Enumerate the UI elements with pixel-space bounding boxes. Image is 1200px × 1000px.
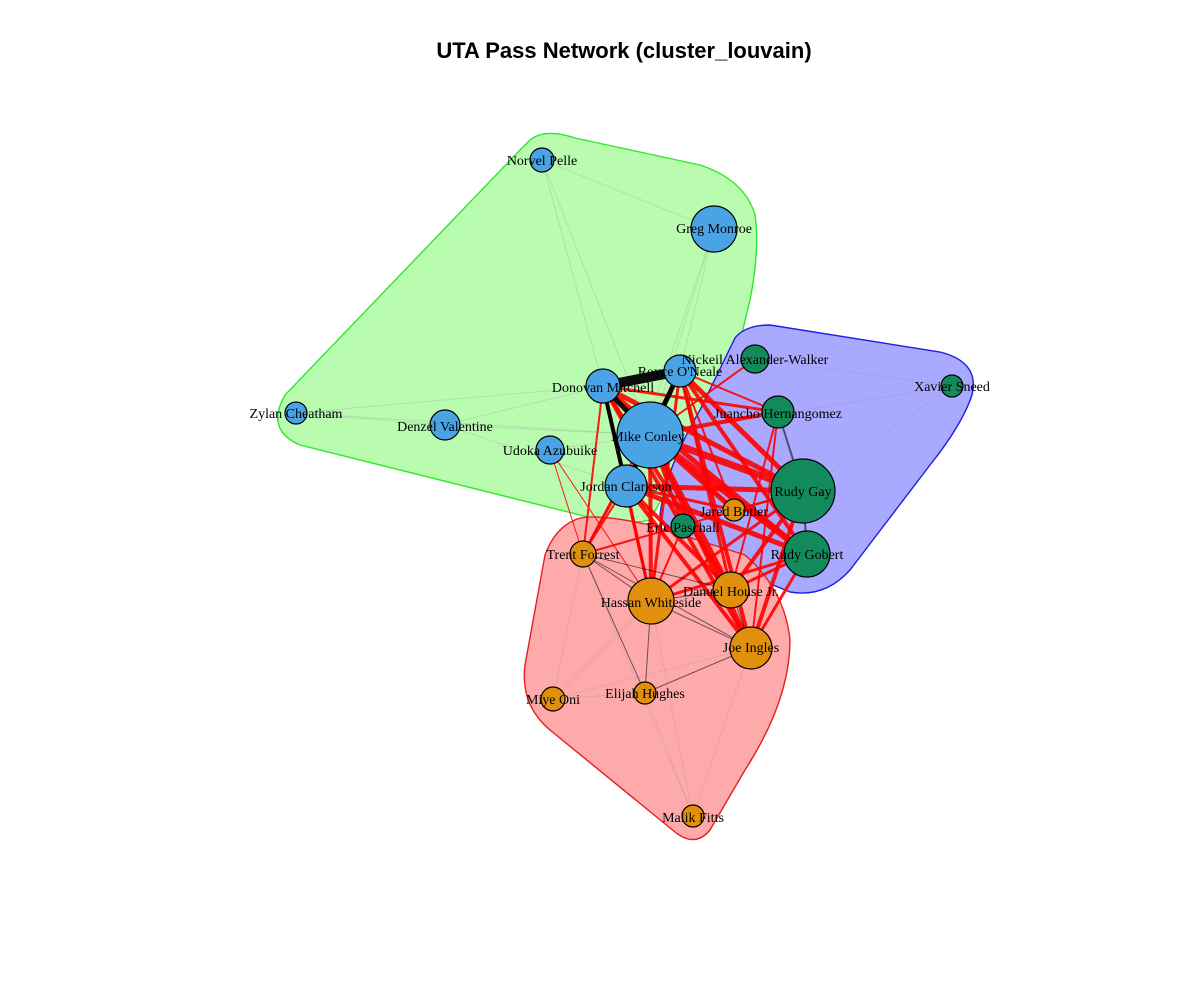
edge-between-clusters bbox=[750, 411, 779, 649]
node-label-greg-monroe: Greg Monroe bbox=[676, 222, 752, 237]
node-juancho-hernangomez[interactable] bbox=[761, 395, 795, 429]
node-label-jared-butler: Jared Butler bbox=[700, 505, 768, 520]
node-donovan-mitchell[interactable] bbox=[585, 368, 621, 404]
edge-faint bbox=[552, 647, 752, 700]
edge-faint bbox=[295, 385, 604, 414]
nodes bbox=[284, 147, 964, 828]
node-joe-ingles[interactable] bbox=[729, 626, 773, 670]
edge-faint bbox=[444, 385, 604, 426]
node-zylan-cheatham[interactable] bbox=[284, 401, 308, 425]
node-label-joe-ingles: Joe Ingles bbox=[723, 641, 779, 656]
edge-between-clusters bbox=[549, 449, 652, 602]
node-mike-conley[interactable] bbox=[616, 401, 684, 469]
edge-between-clusters bbox=[549, 449, 584, 555]
edge-between-clusters bbox=[582, 385, 604, 555]
node-label-juancho-hernangomez: Juancho Hernangomez bbox=[714, 407, 842, 422]
edge-within-cluster bbox=[582, 553, 646, 694]
edge-faint bbox=[541, 159, 715, 230]
node-label-elijah-hughes: Elijah Hughes bbox=[605, 687, 685, 702]
edge-between-clusters bbox=[679, 370, 779, 413]
node-norvel-pelle[interactable] bbox=[529, 147, 555, 173]
edge-between-clusters bbox=[678, 369, 809, 556]
edge-faint bbox=[650, 600, 694, 817]
edge-between-clusters bbox=[649, 369, 682, 603]
edge-between-clusters bbox=[678, 369, 733, 592]
edge-within-cluster bbox=[582, 553, 732, 591]
edge-faint bbox=[295, 412, 446, 426]
node-label-zylan-cheatham: Zylan Cheatham bbox=[250, 407, 343, 422]
node-label-xavier-sneed: Xavier Sneed bbox=[914, 380, 990, 395]
node-label-miye-oni: Miye Oni bbox=[526, 693, 580, 708]
node-hassan-whiteside[interactable] bbox=[627, 577, 675, 625]
edge-faint bbox=[692, 647, 752, 817]
node-label-malik-fitts: Malik Fitts bbox=[662, 811, 724, 826]
node-jordan-clarkson[interactable] bbox=[604, 464, 648, 508]
plot-title: UTA Pass Network (cluster_louvain) bbox=[436, 38, 811, 63]
node-royce-oneale[interactable] bbox=[663, 354, 697, 388]
edge-faint bbox=[541, 159, 604, 387]
node-label-norvel-pelle: Norvel Pelle bbox=[507, 154, 577, 169]
node-label-royce-oneale: Royce O'Neale bbox=[638, 365, 723, 380]
node-denzel-valentine[interactable] bbox=[429, 409, 461, 441]
edge-faint bbox=[649, 228, 715, 436]
node-xavier-sneed[interactable] bbox=[940, 374, 964, 398]
node-jared-butler[interactable] bbox=[722, 498, 746, 522]
node-label-donovan-mitchell: Donovan Mitchell bbox=[552, 381, 654, 396]
edge-faint bbox=[754, 358, 953, 387]
node-label-denzel-valentine: Denzel Valentine bbox=[397, 420, 493, 435]
node-label-trent-forrest: Trent Forrest bbox=[547, 548, 620, 563]
edge-faint bbox=[644, 692, 694, 817]
edge-faint bbox=[552, 553, 584, 700]
node-label-danuel-house-jr: Danuel House Jr. bbox=[683, 585, 779, 600]
node-label-udoka-azubuike: Udoka Azubuike bbox=[503, 444, 597, 459]
node-label-hassan-whiteside: Hassan Whiteside bbox=[601, 596, 701, 611]
edge-between-clusters bbox=[730, 411, 779, 591]
edge-faint bbox=[295, 412, 651, 436]
node-label-rudy-gobert: Rudy Gobert bbox=[771, 548, 844, 563]
node-udoka-azubuike[interactable] bbox=[535, 435, 565, 465]
node-label-jordan-clarkson: Jordan Clarkson bbox=[580, 480, 671, 495]
edge-between-clusters bbox=[679, 370, 735, 511]
node-label-eric-paschall: Eric Paschall bbox=[646, 521, 720, 536]
node-rudy-gay[interactable] bbox=[770, 458, 836, 524]
node-nickeil-alexander-walker[interactable] bbox=[740, 344, 770, 374]
node-label-mike-conley: Mike Conley bbox=[611, 430, 685, 445]
edge-between-clusters bbox=[624, 484, 753, 650]
node-labels: Norvel Pelle Greg Monroe Royce O'NealeDono… bbox=[250, 154, 990, 826]
node-trent-forrest[interactable] bbox=[569, 540, 597, 568]
edge-faint bbox=[444, 424, 627, 487]
node-label-nickeil-alexander-walker: Nickeil Alexander-Walker bbox=[682, 353, 829, 368]
node-elijah-hughes[interactable] bbox=[633, 681, 657, 705]
edge-between-clusters bbox=[600, 383, 806, 494]
edge-faint bbox=[679, 228, 715, 372]
node-eric-paschall[interactable] bbox=[670, 513, 696, 539]
node-miye-oni[interactable] bbox=[540, 686, 566, 712]
node-malik-fitts[interactable] bbox=[681, 804, 705, 828]
edge-faint bbox=[552, 692, 646, 700]
node-greg-monroe[interactable] bbox=[690, 205, 738, 253]
node-rudy-gobert[interactable] bbox=[783, 530, 831, 578]
node-label-rudy-gay: Rudy Gay bbox=[774, 485, 831, 500]
node-danuel-house-jr[interactable] bbox=[712, 571, 750, 609]
